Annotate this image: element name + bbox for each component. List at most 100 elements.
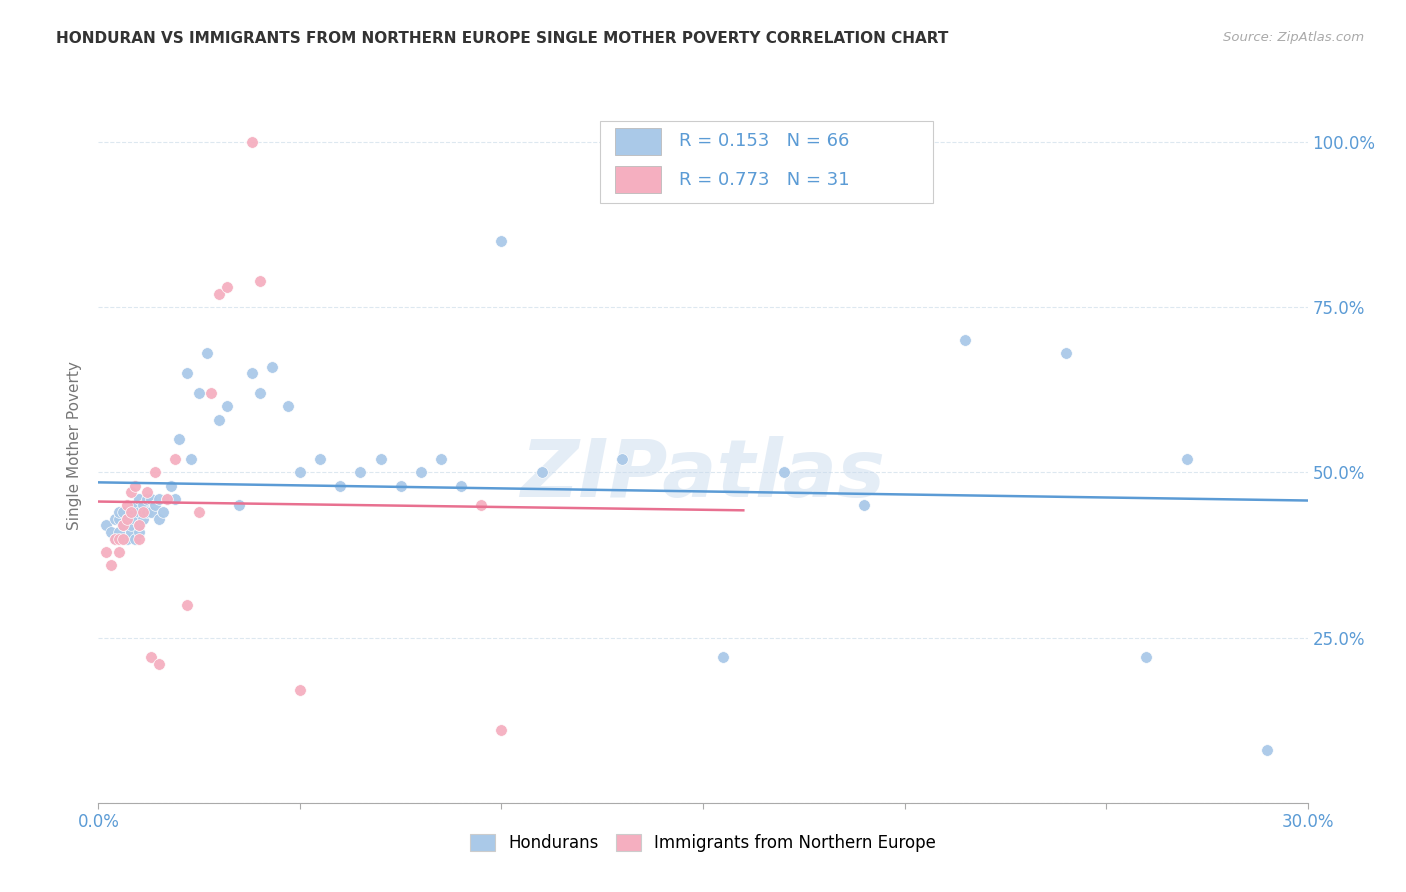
Point <box>430 452 453 467</box>
Point <box>148 657 170 671</box>
Point <box>124 499 146 513</box>
Point <box>132 499 155 513</box>
Point <box>180 452 202 467</box>
Point <box>188 386 211 401</box>
Point <box>152 505 174 519</box>
Point <box>107 545 129 559</box>
Text: R = 0.773   N = 31: R = 0.773 N = 31 <box>679 171 849 189</box>
Point <box>128 524 150 539</box>
Point <box>139 491 162 506</box>
Point <box>135 485 157 500</box>
Point <box>115 511 138 525</box>
Point <box>143 499 166 513</box>
Point <box>1135 650 1157 665</box>
Point <box>107 505 129 519</box>
Point <box>1256 743 1278 757</box>
FancyBboxPatch shape <box>614 128 661 155</box>
Point <box>107 524 129 539</box>
Point <box>124 478 146 492</box>
Point <box>107 532 129 546</box>
Point <box>135 491 157 506</box>
Point <box>148 511 170 525</box>
Point <box>103 511 125 525</box>
Point <box>160 478 183 492</box>
Point <box>208 412 231 426</box>
Point <box>132 505 155 519</box>
Point <box>277 400 299 414</box>
Point <box>111 505 134 519</box>
Point <box>163 491 186 506</box>
Point <box>409 466 432 480</box>
Point <box>470 499 492 513</box>
Point <box>953 333 976 347</box>
Point <box>115 499 138 513</box>
Point <box>128 532 150 546</box>
FancyBboxPatch shape <box>614 166 661 194</box>
Point <box>288 683 311 698</box>
Point <box>200 386 222 401</box>
Point <box>111 518 134 533</box>
Y-axis label: Single Mother Poverty: Single Mother Poverty <box>67 361 83 531</box>
Legend: Hondurans, Immigrants from Northern Europe: Hondurans, Immigrants from Northern Euro… <box>464 827 942 859</box>
Point <box>96 545 118 559</box>
Point <box>120 485 142 500</box>
Point <box>249 274 271 288</box>
Point <box>132 511 155 525</box>
Point <box>124 511 146 525</box>
Point <box>530 466 553 480</box>
Point <box>249 386 271 401</box>
Point <box>1054 346 1077 360</box>
Point <box>139 505 162 519</box>
Point <box>288 466 311 480</box>
Point <box>370 452 392 467</box>
FancyBboxPatch shape <box>600 121 932 203</box>
Text: HONDURAN VS IMMIGRANTS FROM NORTHERN EUROPE SINGLE MOTHER POVERTY CORRELATION CH: HONDURAN VS IMMIGRANTS FROM NORTHERN EUR… <box>56 31 949 46</box>
Point <box>329 478 352 492</box>
Point <box>176 598 198 612</box>
Text: Source: ZipAtlas.com: Source: ZipAtlas.com <box>1223 31 1364 45</box>
Point <box>111 532 134 546</box>
Point <box>115 532 138 546</box>
Point <box>228 499 250 513</box>
Point <box>100 558 122 572</box>
Point <box>217 400 239 414</box>
Point <box>107 511 129 525</box>
Point <box>260 359 283 374</box>
Point <box>309 452 332 467</box>
Point <box>167 433 190 447</box>
Point <box>772 466 794 480</box>
Point <box>103 532 125 546</box>
Point <box>128 505 150 519</box>
Point <box>96 518 118 533</box>
Point <box>135 505 157 519</box>
Point <box>491 723 513 738</box>
Point <box>349 466 371 480</box>
Point <box>124 532 146 546</box>
Point <box>100 524 122 539</box>
Point <box>120 524 142 539</box>
Point <box>128 518 150 533</box>
Point <box>120 505 142 519</box>
Point <box>128 518 150 533</box>
Point <box>208 287 231 301</box>
Point <box>120 505 142 519</box>
Point <box>156 491 179 506</box>
Point <box>1175 452 1198 467</box>
Point <box>143 466 166 480</box>
Point <box>156 491 179 506</box>
Point <box>115 511 138 525</box>
Text: R = 0.153   N = 66: R = 0.153 N = 66 <box>679 132 849 150</box>
Point <box>450 478 472 492</box>
Point <box>853 499 876 513</box>
Point <box>491 234 513 248</box>
Point <box>176 367 198 381</box>
Point <box>120 518 142 533</box>
Point <box>612 452 634 467</box>
Point <box>240 135 263 149</box>
Text: ZIPatlas: ZIPatlas <box>520 435 886 514</box>
Point <box>111 518 134 533</box>
Point <box>217 280 239 294</box>
Point <box>188 505 211 519</box>
Point <box>389 478 412 492</box>
Point <box>148 491 170 506</box>
